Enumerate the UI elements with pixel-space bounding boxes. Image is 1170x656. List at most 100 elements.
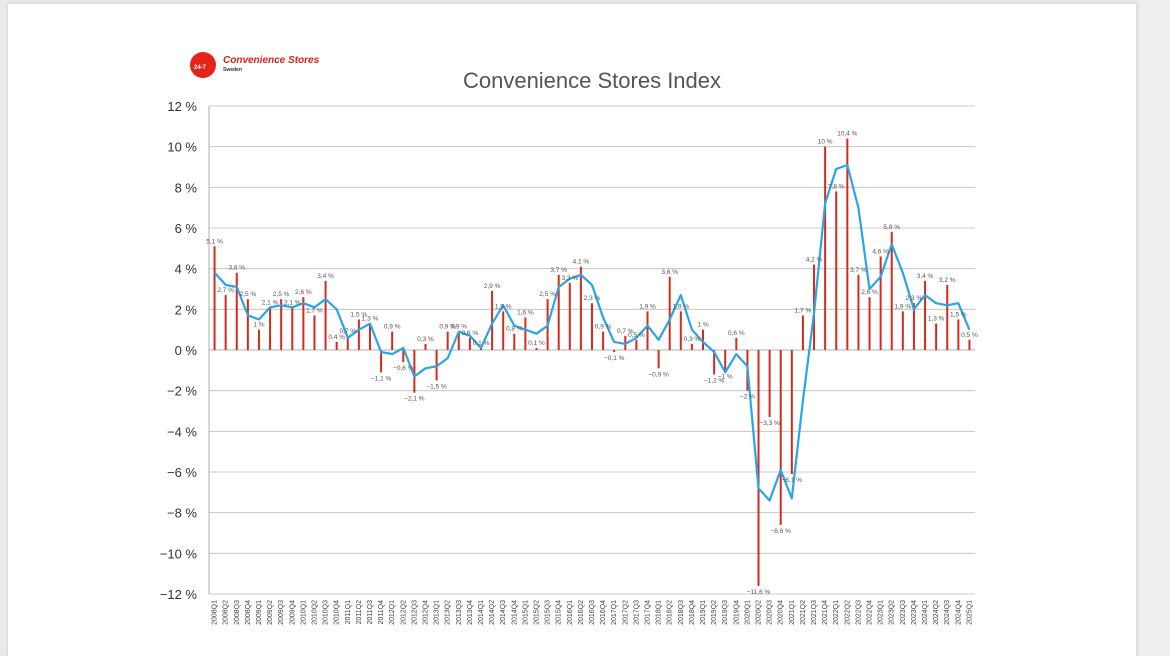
data-label: 3,7 % bbox=[850, 267, 867, 274]
bar bbox=[924, 280, 927, 350]
bar bbox=[846, 138, 849, 350]
x-tick-label: 2014Q3 bbox=[500, 600, 507, 625]
bar bbox=[879, 256, 882, 350]
y-tick-label: 8 % bbox=[175, 180, 198, 195]
data-label: 2,1 % bbox=[262, 299, 279, 306]
bar bbox=[335, 341, 338, 350]
data-label: 2,5 % bbox=[240, 291, 257, 298]
data-label: 0,1 % bbox=[473, 340, 490, 347]
x-tick-label: 2010Q3 bbox=[323, 600, 330, 625]
bar bbox=[324, 280, 327, 350]
x-tick-label: 2024Q2 bbox=[933, 600, 940, 625]
data-label: 7,8 % bbox=[828, 183, 845, 190]
data-label: 1,3 % bbox=[362, 316, 379, 323]
bar bbox=[768, 350, 771, 418]
data-label: 1,7 % bbox=[795, 307, 812, 314]
data-label: 1,9 % bbox=[495, 303, 512, 310]
data-label: 1,9 % bbox=[895, 303, 912, 310]
bar bbox=[502, 311, 505, 350]
bar bbox=[724, 350, 727, 371]
x-tick-label: 2008Q1 bbox=[212, 600, 219, 625]
bar bbox=[824, 146, 827, 350]
x-tick-label: 2015Q2 bbox=[533, 600, 540, 625]
bar bbox=[757, 350, 760, 586]
x-tick-label: 2010Q2 bbox=[311, 600, 318, 625]
bar bbox=[535, 347, 538, 350]
x-tick-label: 2015Q4 bbox=[556, 600, 563, 625]
bar bbox=[690, 343, 693, 350]
bar bbox=[912, 303, 915, 350]
data-label: 10,4 % bbox=[837, 131, 857, 138]
x-tick-label: 2008Q4 bbox=[245, 600, 252, 625]
x-tick-label: 2018Q2 bbox=[667, 600, 674, 625]
x-tick-label: 2017Q3 bbox=[633, 600, 640, 625]
bar bbox=[957, 319, 960, 350]
x-tick-label: 2023Q1 bbox=[878, 600, 885, 625]
x-tick-label: 2009Q1 bbox=[256, 600, 263, 625]
data-label: 0,6 % bbox=[728, 330, 745, 337]
bar bbox=[269, 307, 272, 350]
data-label: −0,1 % bbox=[604, 355, 625, 362]
y-tick-label: 0 % bbox=[175, 343, 198, 358]
data-label: −1,2 % bbox=[704, 377, 725, 384]
data-label: 3,7 % bbox=[550, 267, 567, 274]
bar bbox=[735, 337, 738, 350]
data-label: −8,6 % bbox=[771, 528, 792, 535]
x-tick-label: 2012Q3 bbox=[411, 600, 418, 625]
data-label: 1,5 % bbox=[950, 312, 967, 319]
bar bbox=[257, 329, 260, 350]
bar bbox=[635, 339, 638, 350]
x-tick-label: 2016Q1 bbox=[567, 600, 574, 625]
chart-title: Convenience Stores Index bbox=[462, 68, 722, 93]
trend-line bbox=[213, 163, 971, 502]
data-label: 0,9 % bbox=[595, 324, 612, 331]
data-label: −0,9 % bbox=[648, 371, 669, 378]
bar bbox=[602, 331, 605, 350]
data-label: 10 % bbox=[818, 139, 833, 146]
data-label: −0,6 % bbox=[393, 365, 414, 372]
data-label: −1 % bbox=[718, 373, 733, 380]
bar bbox=[302, 297, 305, 350]
bar bbox=[513, 333, 516, 350]
bar bbox=[646, 311, 649, 350]
logo-name: Convenience Stores bbox=[223, 55, 320, 66]
x-tick-label: 2022Q4 bbox=[867, 600, 874, 625]
y-tick-label: 6 % bbox=[175, 221, 198, 236]
x-tick-label: 2020Q2 bbox=[756, 600, 763, 625]
bar bbox=[835, 191, 838, 350]
x-tick-label: 2016Q4 bbox=[600, 600, 607, 625]
data-label: 3,3 % bbox=[561, 275, 578, 282]
x-tick-label: 2023Q4 bbox=[911, 600, 918, 625]
data-label: 0,9 % bbox=[439, 324, 456, 331]
logo-mark-text: 24-7 bbox=[194, 65, 207, 71]
bar bbox=[901, 311, 904, 350]
data-label: 2,5 % bbox=[273, 291, 290, 298]
scrollbar[interactable] bbox=[1140, 0, 1170, 656]
data-label: 1 % bbox=[253, 322, 264, 329]
bar bbox=[413, 350, 416, 393]
x-tick-label: 2011Q2 bbox=[356, 600, 363, 624]
data-label: 2,9 % bbox=[484, 283, 501, 290]
x-tick-label: 2013Q1 bbox=[434, 600, 441, 625]
x-tick-label: 2023Q3 bbox=[900, 600, 907, 625]
bar bbox=[668, 276, 671, 350]
x-tick-label: 2019Q3 bbox=[722, 600, 729, 625]
x-tick-label: 2020Q1 bbox=[744, 600, 751, 625]
data-label: 2,7 % bbox=[217, 287, 234, 294]
data-label: 0,1 % bbox=[528, 340, 545, 347]
data-label: 0,3 % bbox=[684, 336, 701, 343]
bar bbox=[491, 291, 494, 350]
x-tick-label: 2018Q1 bbox=[656, 600, 663, 625]
bar bbox=[446, 331, 449, 350]
bar bbox=[524, 317, 527, 350]
bar bbox=[346, 335, 349, 350]
bar bbox=[357, 319, 360, 350]
x-tick-label: 2011Q1 bbox=[345, 600, 352, 624]
data-label: 0,8 % bbox=[506, 326, 523, 333]
data-label: 0,7 % bbox=[617, 328, 634, 335]
data-label: 5,8 % bbox=[883, 224, 900, 231]
x-tick-label: 2016Q2 bbox=[578, 600, 585, 625]
data-label: 1,6 % bbox=[517, 309, 534, 316]
bar bbox=[368, 323, 371, 350]
